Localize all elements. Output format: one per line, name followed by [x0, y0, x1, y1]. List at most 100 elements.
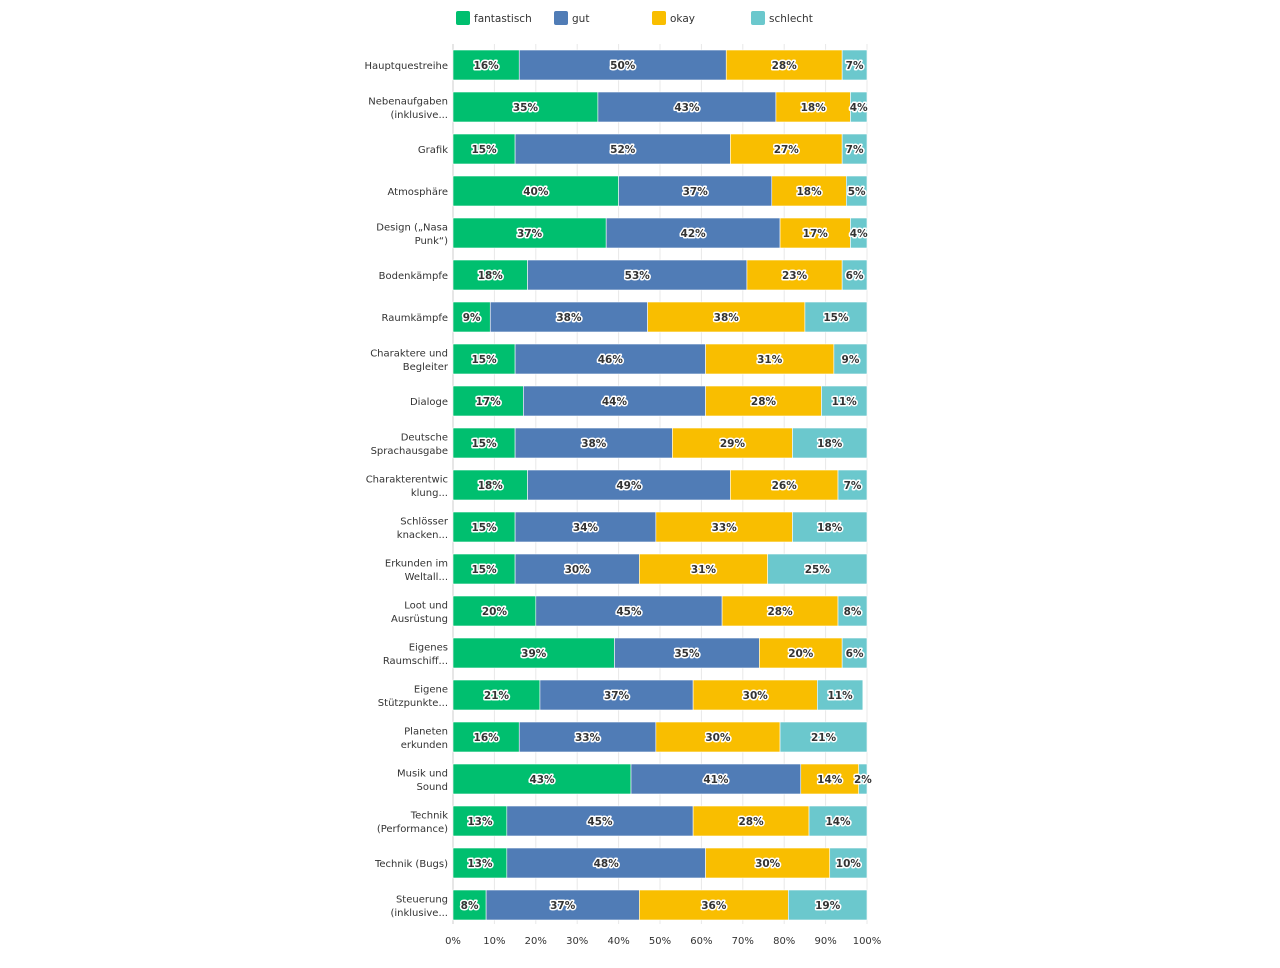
bar-segment-schlecht [821, 385, 868, 417]
category-label: Charakterentwic klung... [366, 474, 448, 499]
data-label: 19% [815, 900, 841, 912]
data-label: 5% [848, 186, 866, 198]
data-label: 8% [461, 900, 479, 912]
legend-item-gut: gut [554, 11, 589, 25]
bar-segment-okay [725, 49, 843, 81]
data-label: 23% [782, 270, 808, 282]
data-label: 14% [825, 816, 851, 828]
category-label: Deutsche Sprachausgabe [371, 432, 448, 457]
data-label: 34% [573, 522, 599, 534]
data-label: 15% [471, 438, 497, 450]
bar-row: 35% 43% 18% 4% [452, 91, 870, 123]
category-label: Technik (Bugs) [374, 859, 448, 870]
x-tick-label: 0% [445, 936, 461, 947]
data-label: 45% [587, 816, 613, 828]
category-label: Grafik [418, 145, 448, 156]
data-label: 44% [602, 396, 628, 408]
bar-segment-gut [506, 805, 694, 837]
data-label: 37% [550, 900, 576, 912]
category-labels: Hauptquestreihe Nebenaufgaben (inklusive..… [364, 61, 448, 919]
data-label: 48% [594, 858, 620, 870]
data-label: 13% [467, 858, 493, 870]
data-label: 6% [846, 648, 864, 660]
bar-segment-gut [485, 889, 640, 921]
bar-row: 15% 34% 33% 18% [452, 511, 868, 543]
data-label: 37% [517, 228, 543, 240]
data-label: 18% [478, 480, 504, 492]
bar-segment-gut [527, 469, 731, 501]
bar-segment-schlecht [850, 217, 868, 249]
bar-segment-fantastisch [452, 133, 516, 165]
data-label: 53% [625, 270, 651, 282]
category-label: Musik und Sound [397, 768, 448, 793]
data-label: 18% [801, 102, 827, 114]
data-label: 9% [463, 312, 481, 324]
category-label: Loot und Ausrüstung [391, 600, 448, 625]
legend-swatch [751, 11, 765, 25]
category-label: Planeten erkunden [401, 726, 448, 751]
bar-segment-okay [730, 133, 843, 165]
bar-segment-okay [692, 805, 810, 837]
bar-row: 20% 45% 28% 8% [452, 595, 868, 627]
data-label: 7% [846, 60, 864, 72]
bar-segment-okay [638, 889, 789, 921]
data-label: 29% [720, 438, 746, 450]
bar-segment-schlecht [767, 553, 868, 585]
bar-segment-fantastisch [452, 595, 537, 627]
bar-row: 13% 45% 28% 14% [452, 805, 868, 837]
category-label: Eigene Stützpunkte... [378, 684, 448, 709]
bar-segment-okay [655, 511, 793, 543]
bar-segment-okay [759, 637, 843, 669]
data-label: 4% [850, 228, 868, 240]
legend-label: okay [670, 13, 695, 25]
bar-segment-okay [775, 91, 851, 123]
bar-segment-gut [630, 763, 802, 795]
bar-segment-fantastisch [452, 511, 516, 543]
data-label: 28% [767, 606, 793, 618]
data-label: 37% [683, 186, 709, 198]
data-label: 38% [581, 438, 607, 450]
bar-segment-schlecht [837, 469, 868, 501]
bar-row: 9% 38% 38% 15% [452, 301, 868, 333]
bar-row: 15% 52% 27% 7% [452, 133, 868, 165]
data-label: 10% [836, 858, 862, 870]
x-tick-label: 70% [732, 936, 754, 947]
data-label: 18% [817, 522, 843, 534]
data-label: 17% [476, 396, 502, 408]
x-tick-label: 20% [525, 936, 547, 947]
legend-swatch [652, 11, 666, 25]
data-label: 26% [772, 480, 798, 492]
legend-swatch [554, 11, 568, 25]
bar-segment-gut [506, 847, 706, 879]
bar-segment-schlecht [841, 259, 868, 291]
data-label: 16% [474, 732, 500, 744]
bar-segment-gut [527, 259, 748, 291]
bar-segment-okay [771, 175, 847, 207]
data-label: 14% [817, 774, 843, 786]
bar-segment-gut [618, 175, 773, 207]
bar-segment-gut [514, 133, 731, 165]
category-label: Erkunden im Weltall... [385, 558, 448, 583]
bar-segment-schlecht [841, 49, 868, 81]
legend-label: gut [572, 13, 589, 25]
data-label: 40% [523, 186, 549, 198]
bar-segment-gut [535, 595, 723, 627]
bar-segment-fantastisch [452, 679, 541, 711]
bar-segment-okay [779, 217, 851, 249]
data-label: 33% [712, 522, 738, 534]
category-label: Raumkämpfe [382, 313, 448, 324]
bar-segment-schlecht [841, 133, 868, 165]
bar-segment-gut [614, 637, 760, 669]
bar-segment-schlecht [804, 301, 868, 333]
bar-segment-fantastisch [452, 91, 599, 123]
bar-segment-schlecht [808, 805, 868, 837]
category-label: Hauptquestreihe [364, 61, 448, 72]
data-label: 27% [774, 144, 800, 156]
category-label: Eigenes Raumschiff... [383, 642, 448, 667]
bar-segment-gut [489, 301, 648, 333]
x-tick-label: 100% [853, 936, 882, 947]
x-tick-label: 30% [566, 936, 588, 947]
bar-segment-okay [730, 469, 839, 501]
bar-segment-okay [705, 343, 835, 375]
category-label: Atmosphäre [387, 187, 448, 198]
